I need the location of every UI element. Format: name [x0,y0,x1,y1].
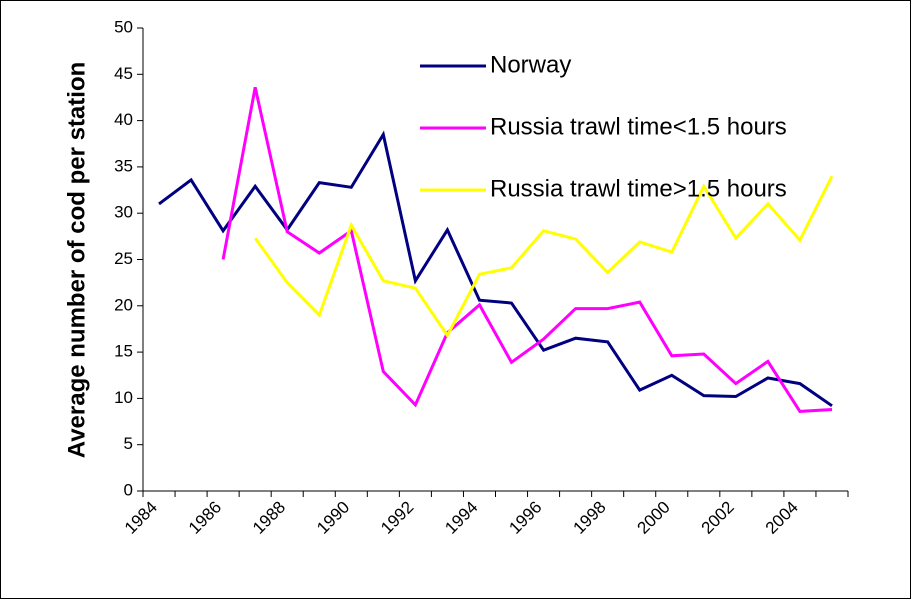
legend-label: Russia trawl time<1.5 hours [490,113,787,140]
y-tick-label: 40 [114,110,133,129]
y-axis-label: Average number of cod per station [63,62,90,459]
y-tick-label: 0 [124,480,133,499]
y-tick-label: 25 [114,249,133,268]
y-tick-label: 50 [114,17,133,36]
y-tick-label: 10 [114,388,133,407]
legend-label: Russia trawl time>1.5 hours [490,175,787,202]
series-line [221,86,833,413]
y-tick-label: 15 [114,342,133,361]
y-tick-label: 45 [114,64,133,83]
y-tick-label: 35 [114,156,133,175]
series-line [253,175,834,339]
y-tick-label: 30 [114,203,133,222]
y-tick-label: 5 [124,434,133,453]
legend-label: Norway [490,51,571,78]
y-tick-label: 20 [114,295,133,314]
series-line [158,130,833,408]
